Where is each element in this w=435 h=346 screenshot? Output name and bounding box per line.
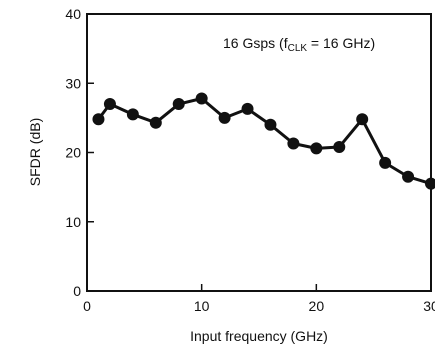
series-group [92,92,435,190]
x-axis-ticks: 0 10 20 30 [83,284,435,314]
data-point [195,92,208,105]
data-point [149,116,162,129]
data-point [92,113,105,126]
y-tick-label: 10 [65,214,81,230]
data-point [425,177,435,190]
data-point [333,140,346,153]
data-point [356,113,369,126]
y-tick-label: 30 [65,75,81,91]
x-tick-label: 0 [83,298,91,314]
y-axis-ticks: 0 10 20 30 40 [65,6,94,299]
x-axis-title: Input frequency (GHz) [190,328,328,344]
y-tick-label: 0 [73,283,81,299]
annotation-prefix: 16 Gsps (f [223,35,288,51]
data-point [402,170,415,183]
annotation-subscript: CLK [288,43,308,54]
data-point [172,98,185,111]
x-tick-label: 30 [423,298,435,314]
data-point [241,102,254,115]
data-point [103,98,116,111]
y-axis-title: SFDR (dB) [27,118,43,186]
data-point [218,111,231,124]
data-point [310,142,323,155]
y-tick-label: 20 [65,145,81,161]
x-tick-label: 10 [194,298,210,314]
y-tick-label: 40 [65,6,81,22]
data-point [379,156,392,169]
data-point [264,118,277,131]
data-point [126,108,139,121]
annotation-label: 16 Gsps (fCLK = 16 GHz) [223,35,375,54]
annotation-suffix: = 16 GHz) [307,35,375,51]
data-point [287,137,300,150]
x-tick-label: 20 [309,298,325,314]
series-line [97,96,432,186]
